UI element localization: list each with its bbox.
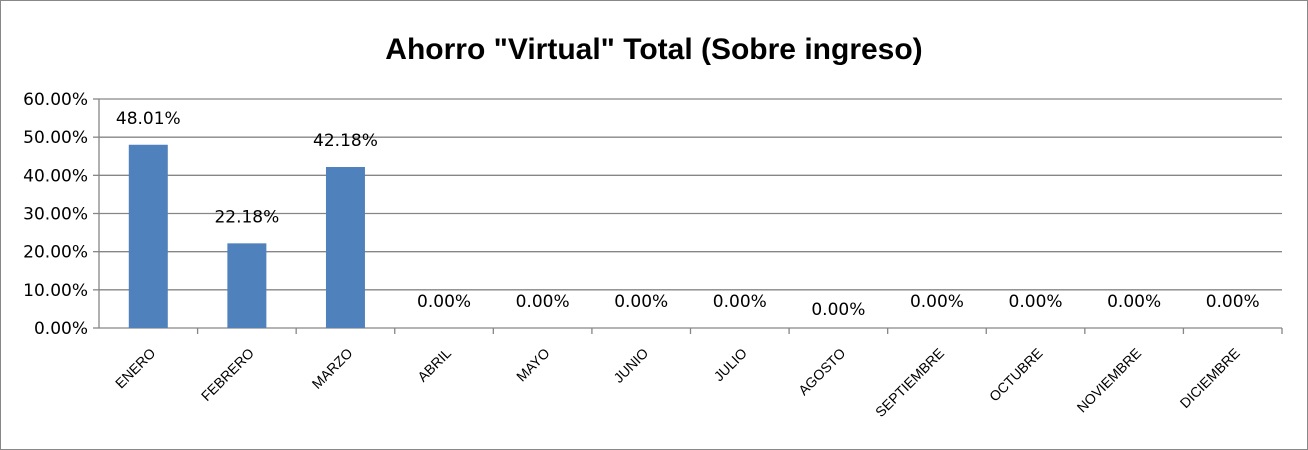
axes bbox=[93, 98, 1283, 334]
data-label-agosto: 0.00% bbox=[811, 300, 865, 320]
category-label-julio: JULIO bbox=[711, 345, 750, 384]
data-label-junio: 0.00% bbox=[614, 292, 668, 312]
category-label-junio: JUNIO bbox=[610, 345, 651, 386]
data-label-abril: 0.00% bbox=[417, 292, 471, 312]
y-tick-label: 20.00% bbox=[23, 243, 88, 263]
data-label-diciembre: 0.00% bbox=[1206, 292, 1260, 312]
data-label-julio: 0.00% bbox=[713, 292, 767, 312]
category-label-abril: ABRIL bbox=[414, 345, 454, 385]
data-label-octubre: 0.00% bbox=[1009, 292, 1063, 312]
category-label-noviembre: NOVIEMBRE bbox=[1074, 345, 1145, 416]
y-tick-label: 30.00% bbox=[23, 205, 88, 225]
y-tick-label: 10.00% bbox=[23, 281, 88, 301]
y-tick-label: 40.00% bbox=[23, 166, 88, 186]
category-label-mayo: MAYO bbox=[513, 345, 553, 385]
y-tick-label: 60.00% bbox=[23, 90, 88, 110]
category-label-agosto: AGOSTO bbox=[795, 345, 849, 399]
y-tick-label: 0.00% bbox=[34, 319, 88, 339]
gridlines bbox=[99, 98, 1282, 291]
data-label-noviembre: 0.00% bbox=[1107, 292, 1161, 312]
data-labels: 48.01% 22.18% 42.18% 0.00% 0.00% 0.00% 0.00% 0.… bbox=[116, 109, 1260, 320]
data-label-septiembre: 0.00% bbox=[910, 292, 964, 312]
x-axis-category-labels: ENERO FEBRERO MARZO ABRIL MAYO JUNIO JULIO AGOS… bbox=[112, 345, 1243, 420]
y-tick-label: 50.00% bbox=[23, 128, 88, 148]
bar-enero bbox=[128, 144, 168, 328]
y-axis-tick-labels: 0.00% 10.00% 20.00% 30.00% 40.00% 50.00% 60.00… bbox=[23, 90, 88, 339]
category-label-diciembre: DICIEMBRE bbox=[1177, 345, 1243, 411]
category-label-febrero: FEBRERO bbox=[198, 345, 257, 404]
category-label-enero: ENERO bbox=[112, 345, 159, 392]
category-label-octubre: OCTUBRE bbox=[986, 345, 1046, 405]
bars bbox=[128, 144, 365, 328]
category-label-marzo: MARZO bbox=[309, 345, 356, 392]
data-label-enero: 48.01% bbox=[116, 109, 181, 129]
data-label-febrero: 22.18% bbox=[214, 207, 279, 227]
category-label-septiembre: SEPTIEMBRE bbox=[872, 345, 947, 420]
data-label-marzo: 42.18% bbox=[313, 131, 378, 151]
bar-marzo bbox=[325, 167, 365, 328]
bar-febrero bbox=[227, 243, 267, 328]
chart-title: Ahorro "Virtual" Total (Sobre ingreso) bbox=[385, 33, 922, 66]
data-label-mayo: 0.00% bbox=[516, 292, 570, 312]
